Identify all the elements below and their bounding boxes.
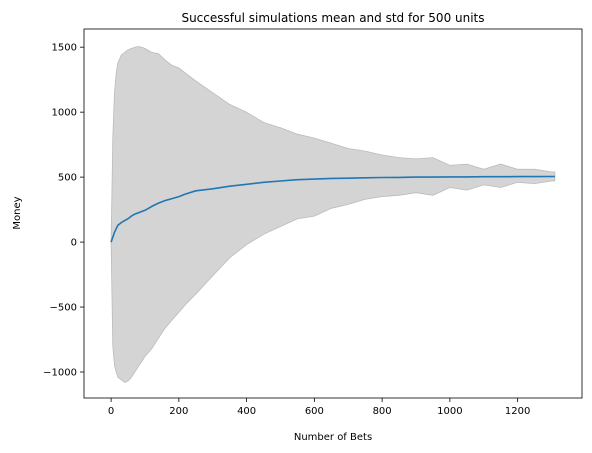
x-tick-label: 600: [305, 406, 324, 417]
y-axis: −1000 −500 0 500 1000 1500: [43, 43, 84, 379]
y-tick-label: −1000: [43, 368, 77, 379]
x-tick-label: 0: [108, 406, 114, 417]
x-tick-label: 400: [237, 406, 256, 417]
x-tick-label: 1200: [505, 406, 530, 417]
y-tick-label: −500: [50, 303, 77, 314]
x-axis: 0 200 400 600 800 1000 1200: [108, 398, 530, 417]
std-band: [110, 46, 556, 383]
x-tick-label: 800: [373, 406, 392, 417]
y-tick-label: 1500: [52, 43, 77, 54]
x-tick-label: 1000: [437, 406, 462, 417]
plot-area: [110, 46, 556, 383]
y-tick-label: 500: [58, 173, 77, 184]
y-tick-label: 1000: [52, 108, 77, 119]
y-tick-label: 0: [71, 238, 77, 249]
x-axis-label: Number of Bets: [294, 432, 372, 443]
y-axis-label: Money: [12, 196, 23, 229]
x-tick-label: 200: [169, 406, 188, 417]
axes-frame: [83, 28, 583, 399]
chart-title: Successful simulations mean and std for …: [181, 11, 484, 25]
mean-line: [110, 175, 555, 243]
